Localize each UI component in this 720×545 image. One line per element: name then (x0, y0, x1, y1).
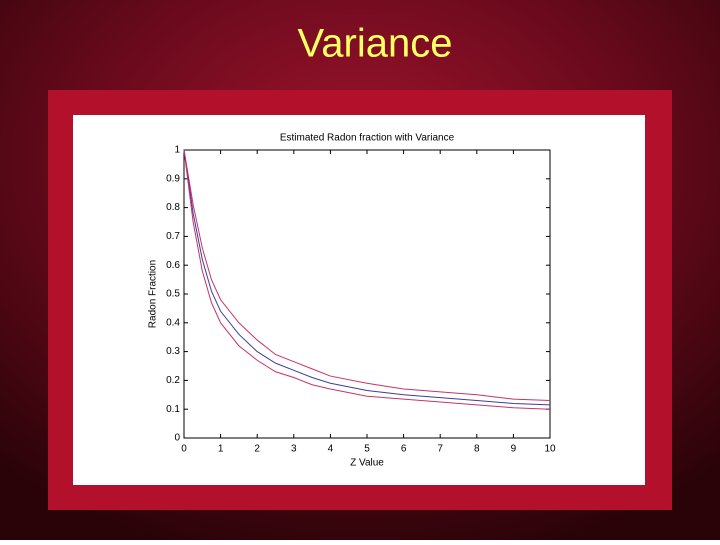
y-tick-label: 0 (174, 433, 180, 444)
series-line (183, 149, 551, 402)
x-tick-label: 8 (474, 444, 480, 455)
chart-title: Estimated Radon fraction with Variance (280, 133, 455, 144)
chart-area (73, 115, 645, 485)
x-tick-label: 7 (437, 444, 443, 455)
x-tick-label: 10 (544, 444, 556, 455)
x-tick-label: 2 (254, 444, 260, 455)
y-tick-label: 0.5 (166, 289, 180, 300)
y-tick-label: 0.6 (166, 260, 180, 271)
x-tick-label: 3 (291, 444, 297, 455)
x-tick-label: 9 (511, 444, 517, 455)
slide-title: Variance (298, 22, 453, 66)
y-tick-label: 0.4 (166, 317, 180, 328)
x-tick-label: 0 (181, 444, 187, 455)
y-tick-label: 0.9 (166, 173, 180, 184)
y-tick-label: 0.2 (166, 375, 180, 386)
y-tick-label: 0.3 (166, 346, 180, 357)
x-tick-label: 1 (218, 444, 224, 455)
y-axis-label: Radon Fraction (148, 260, 159, 328)
x-tick-label: 4 (328, 444, 334, 455)
y-tick-label: 1 (174, 145, 180, 156)
x-tick-label: 6 (401, 444, 407, 455)
y-tick-label: 0.8 (166, 202, 180, 213)
series-line (183, 149, 551, 406)
y-tick-label: 0.7 (166, 231, 180, 242)
y-tick-label: 0.1 (166, 404, 180, 415)
x-axis-label: Z Value (350, 458, 384, 469)
x-tick-label: 5 (364, 444, 370, 455)
series-line (183, 149, 551, 410)
